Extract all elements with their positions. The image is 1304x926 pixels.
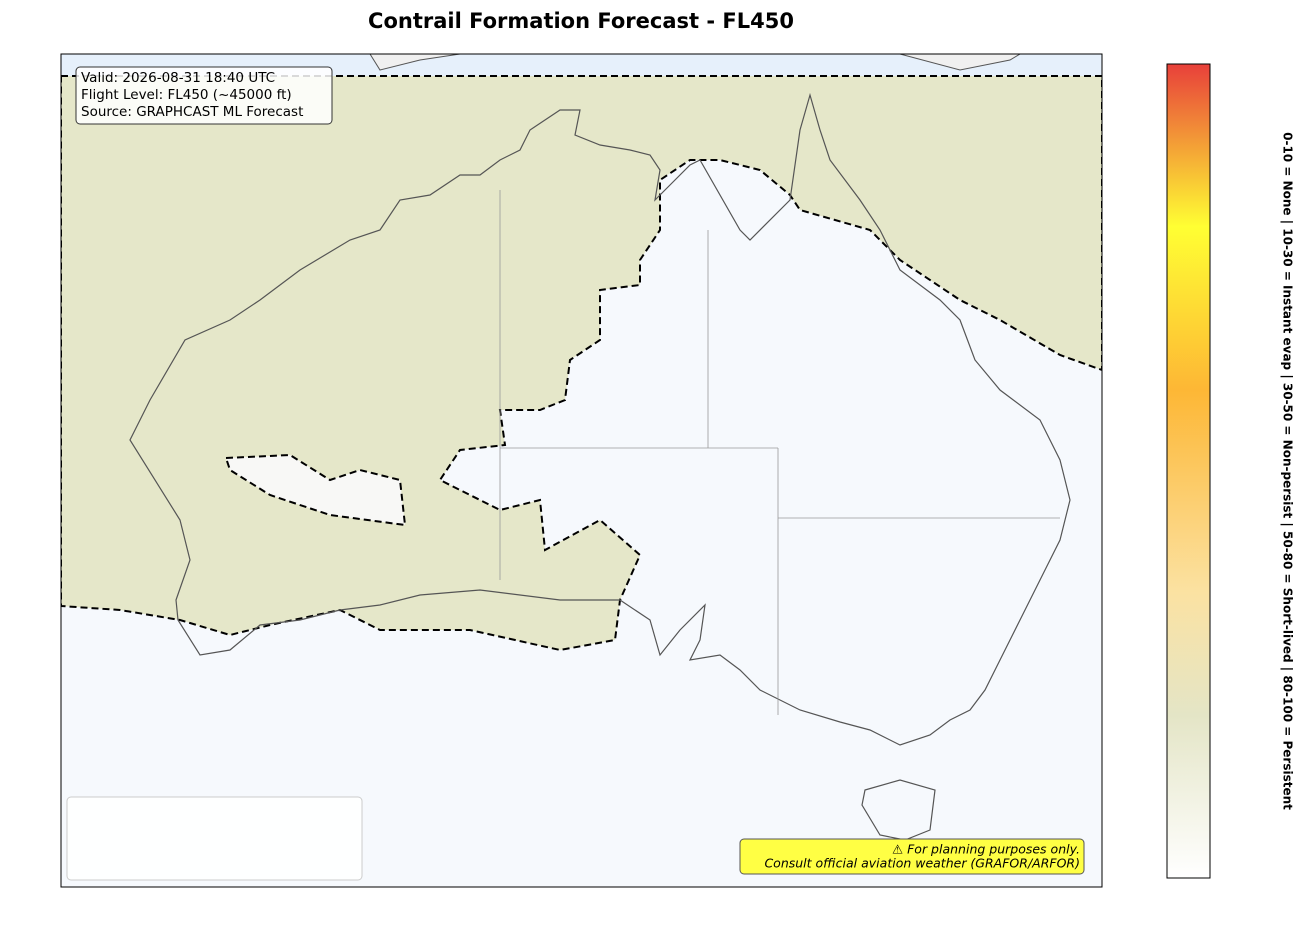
australia-coast xyxy=(129,92,1071,746)
colorbar xyxy=(1166,63,1211,879)
dry-pocket xyxy=(224,453,407,527)
info-line: Valid: 2026-08-31 18:40 UTC xyxy=(81,70,275,86)
legend xyxy=(66,796,363,881)
info-frame xyxy=(75,66,333,125)
map-frame xyxy=(60,53,1103,888)
disclaimer-frame xyxy=(739,838,1085,875)
map xyxy=(61,54,1102,887)
disclaimer: ⚠ For planning purposes only. Consult of… xyxy=(739,838,1085,875)
state-borders xyxy=(499,190,1060,715)
info-line: Source: GRAPHCAST ML Forecast xyxy=(81,104,303,120)
disclaimer-line: Consult official aviation weather (GRAFO… xyxy=(764,856,1080,871)
colorbar-label: 0-10 = None | 10-30 = Instant evap | 30-… xyxy=(1281,132,1295,810)
disclaimer-line: ⚠ For planning purposes only. xyxy=(892,842,1080,857)
info-box: Valid: 2026-08-31 18:40 UTC Flight Level… xyxy=(75,66,333,125)
title: Contrail Formation Forecast - FL450 xyxy=(368,9,794,33)
legend-frame xyxy=(66,796,363,881)
png-coast xyxy=(369,54,1021,71)
info-line: Flight Level: FL450 (~45000 ft) xyxy=(81,87,292,103)
tasmania-coast xyxy=(861,779,936,841)
